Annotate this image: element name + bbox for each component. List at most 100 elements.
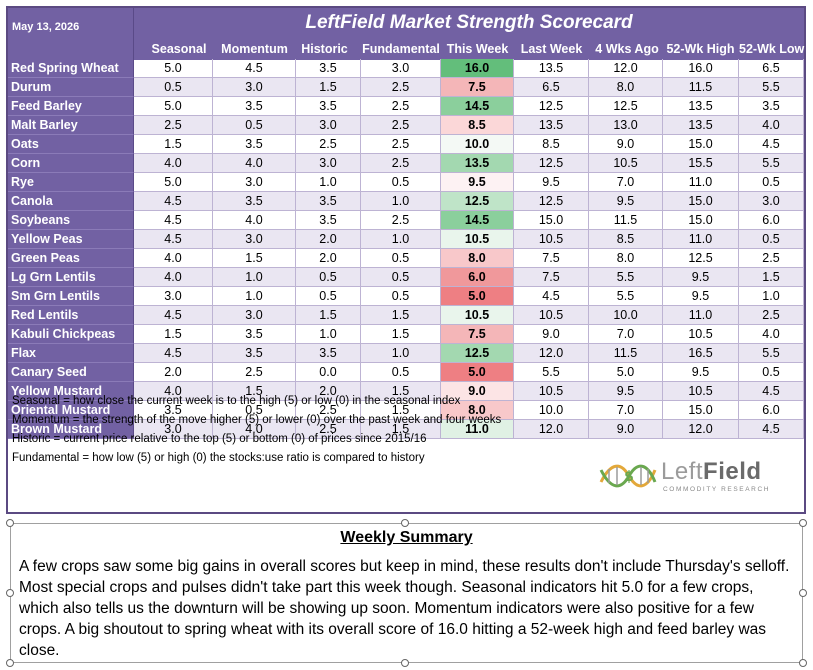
momentum-cell: 0.5 bbox=[213, 116, 296, 135]
table-row: Feed Barley 5.0 3.5 3.5 2.5 14.5 12.5 12.5 13.5 3… bbox=[8, 97, 804, 116]
fundamental-cell: 0.5 bbox=[361, 363, 441, 382]
fundamental-cell: 1.5 bbox=[361, 401, 441, 420]
52-wk-low-cell: 0.5 bbox=[739, 230, 804, 249]
resize-handle-middle-left[interactable] bbox=[6, 589, 14, 597]
table-row: Kabuli Chickpeas 1.5 3.5 1.0 1.5 7.5 9.0 7.0 10.… bbox=[8, 325, 804, 344]
table-row: Malt Barley 2.5 0.5 3.0 2.5 8.5 13.5 13.0 13.5 4.… bbox=[8, 116, 804, 135]
52-wk-high-cell: 16.0 bbox=[663, 59, 739, 78]
fundamental-cell: 2.5 bbox=[361, 78, 441, 97]
dna-dollar-icon: $ bbox=[599, 464, 657, 488]
historic-cell: 1.0 bbox=[296, 173, 361, 192]
seasonal-cell: 5.0 bbox=[134, 97, 213, 116]
historic-cell: 2.0 bbox=[296, 382, 361, 401]
historic-cell: 0.5 bbox=[296, 268, 361, 287]
logo-word-right: Field bbox=[703, 458, 762, 485]
last-week-cell: 10.5 bbox=[514, 382, 589, 401]
momentum-cell: 3.5 bbox=[213, 97, 296, 116]
52-wk-high-cell: 9.5 bbox=[663, 268, 739, 287]
momentum-cell: 3.0 bbox=[213, 173, 296, 192]
this-week-cell: 8.0 bbox=[441, 249, 514, 268]
historic-cell: 3.5 bbox=[296, 344, 361, 363]
fundamental-cell: 1.5 bbox=[361, 382, 441, 401]
52-wk-high-cell: 9.5 bbox=[663, 363, 739, 382]
column-header-52-wk-high: 52-Wk High bbox=[666, 42, 735, 56]
seasonal-cell: 4.5 bbox=[134, 230, 213, 249]
4-wks-ago-cell: 9.0 bbox=[589, 135, 663, 154]
52-wk-low-cell: 1.0 bbox=[739, 287, 804, 306]
52-wk-high-cell: 15.0 bbox=[663, 211, 739, 230]
52-wk-low-cell: 3.0 bbox=[739, 192, 804, 211]
table-row: Green Peas 4.0 1.5 2.0 0.5 8.0 7.5 8.0 12.5 2.5 bbox=[8, 249, 804, 268]
resize-handle-bottom-right[interactable] bbox=[799, 659, 807, 667]
table-row: Canola 4.5 3.5 3.5 1.0 12.5 12.5 9.5 15.0 3.0 bbox=[8, 192, 804, 211]
seasonal-cell: 3.5 bbox=[134, 401, 213, 420]
table-row: Durum 0.5 3.0 1.5 2.5 7.5 6.5 8.0 11.5 5.5 bbox=[8, 78, 804, 97]
4-wks-ago-cell: 7.0 bbox=[589, 173, 663, 192]
seasonal-cell: 5.0 bbox=[134, 173, 213, 192]
last-week-cell: 12.5 bbox=[514, 97, 589, 116]
52-wk-high-cell: 11.5 bbox=[663, 78, 739, 97]
historic-cell: 1.5 bbox=[296, 78, 361, 97]
table-row: Canary Seed 2.0 2.5 0.0 0.5 5.0 5.5 5.0 9.5 0.5 bbox=[8, 363, 804, 382]
this-week-cell: 7.5 bbox=[441, 325, 514, 344]
last-week-cell: 5.5 bbox=[514, 363, 589, 382]
this-week-cell: 14.5 bbox=[441, 211, 514, 230]
seasonal-cell: 1.5 bbox=[134, 325, 213, 344]
4-wks-ago-cell: 8.5 bbox=[589, 230, 663, 249]
weekly-summary-text[interactable]: A few crops saw some big gains in overal… bbox=[19, 558, 790, 659]
resize-handle-bottom-center[interactable] bbox=[401, 659, 409, 667]
this-week-cell: 7.5 bbox=[441, 78, 514, 97]
52-wk-high-cell: 13.5 bbox=[663, 116, 739, 135]
seasonal-cell: 4.0 bbox=[134, 249, 213, 268]
resize-handle-top-right[interactable] bbox=[799, 519, 807, 527]
52-wk-low-cell: 4.0 bbox=[739, 325, 804, 344]
crop-name: Lg Grn Lentils bbox=[8, 268, 134, 287]
crop-name: Soybeans bbox=[8, 211, 134, 230]
resize-handle-top-left[interactable] bbox=[6, 519, 14, 527]
momentum-cell: 2.5 bbox=[213, 363, 296, 382]
column-header-this-week: This Week bbox=[446, 42, 509, 56]
crop-name: Green Peas bbox=[8, 249, 134, 268]
52-wk-high-cell: 15.5 bbox=[663, 154, 739, 173]
4-wks-ago-cell: 13.0 bbox=[589, 116, 663, 135]
52-wk-high-cell: 12.5 bbox=[663, 249, 739, 268]
seasonal-cell: 4.5 bbox=[134, 344, 213, 363]
resize-handle-middle-right[interactable] bbox=[799, 589, 807, 597]
weekly-summary-textbox[interactable]: Weekly Summary A few crops saw some big … bbox=[10, 523, 803, 663]
historic-cell: 3.5 bbox=[296, 211, 361, 230]
52-wk-low-cell: 0.5 bbox=[739, 363, 804, 382]
fundamental-cell: 1.5 bbox=[361, 325, 441, 344]
last-week-cell: 12.5 bbox=[514, 192, 589, 211]
historic-cell: 1.0 bbox=[296, 325, 361, 344]
momentum-cell: 4.0 bbox=[213, 420, 296, 439]
table-row: Yellow Peas 4.5 3.0 2.0 1.0 10.5 10.5 8.5 11.0 0.… bbox=[8, 230, 804, 249]
seasonal-cell: 4.0 bbox=[134, 382, 213, 401]
4-wks-ago-cell: 12.5 bbox=[589, 97, 663, 116]
crop-name: Flax bbox=[8, 344, 134, 363]
historic-cell: 2.5 bbox=[296, 401, 361, 420]
this-week-cell: 11.0 bbox=[441, 420, 514, 439]
crop-name: Red Lentils bbox=[8, 306, 134, 325]
column-header-4-wks-ago: 4 Wks Ago bbox=[595, 42, 659, 56]
4-wks-ago-cell: 12.0 bbox=[589, 59, 663, 78]
52-wk-low-cell: 2.5 bbox=[739, 249, 804, 268]
last-week-cell: 7.5 bbox=[514, 268, 589, 287]
resize-handle-bottom-left[interactable] bbox=[6, 659, 14, 667]
4-wks-ago-cell: 10.0 bbox=[589, 306, 663, 325]
momentum-cell: 3.0 bbox=[213, 230, 296, 249]
legend-historic: Historic = current price relative to the… bbox=[12, 433, 427, 445]
fundamental-cell: 2.5 bbox=[361, 211, 441, 230]
4-wks-ago-cell: 5.5 bbox=[589, 287, 663, 306]
4-wks-ago-cell: 10.5 bbox=[589, 154, 663, 173]
table-row: Oriental Mustard 3.5 0.5 2.5 1.5 8.0 10.0 7.0 15… bbox=[8, 401, 804, 420]
52-wk-low-cell: 1.5 bbox=[739, 268, 804, 287]
resize-handle-top-center[interactable] bbox=[401, 519, 409, 527]
last-week-cell: 10.5 bbox=[514, 230, 589, 249]
momentum-cell: 3.5 bbox=[213, 135, 296, 154]
last-week-cell: 12.0 bbox=[514, 420, 589, 439]
historic-cell: 3.5 bbox=[296, 97, 361, 116]
52-wk-high-cell: 10.5 bbox=[663, 382, 739, 401]
table-header: May 13, 2026 LeftField Market Strength S… bbox=[8, 8, 804, 60]
historic-cell: 1.5 bbox=[296, 306, 361, 325]
column-header-historic: Historic bbox=[301, 42, 348, 56]
